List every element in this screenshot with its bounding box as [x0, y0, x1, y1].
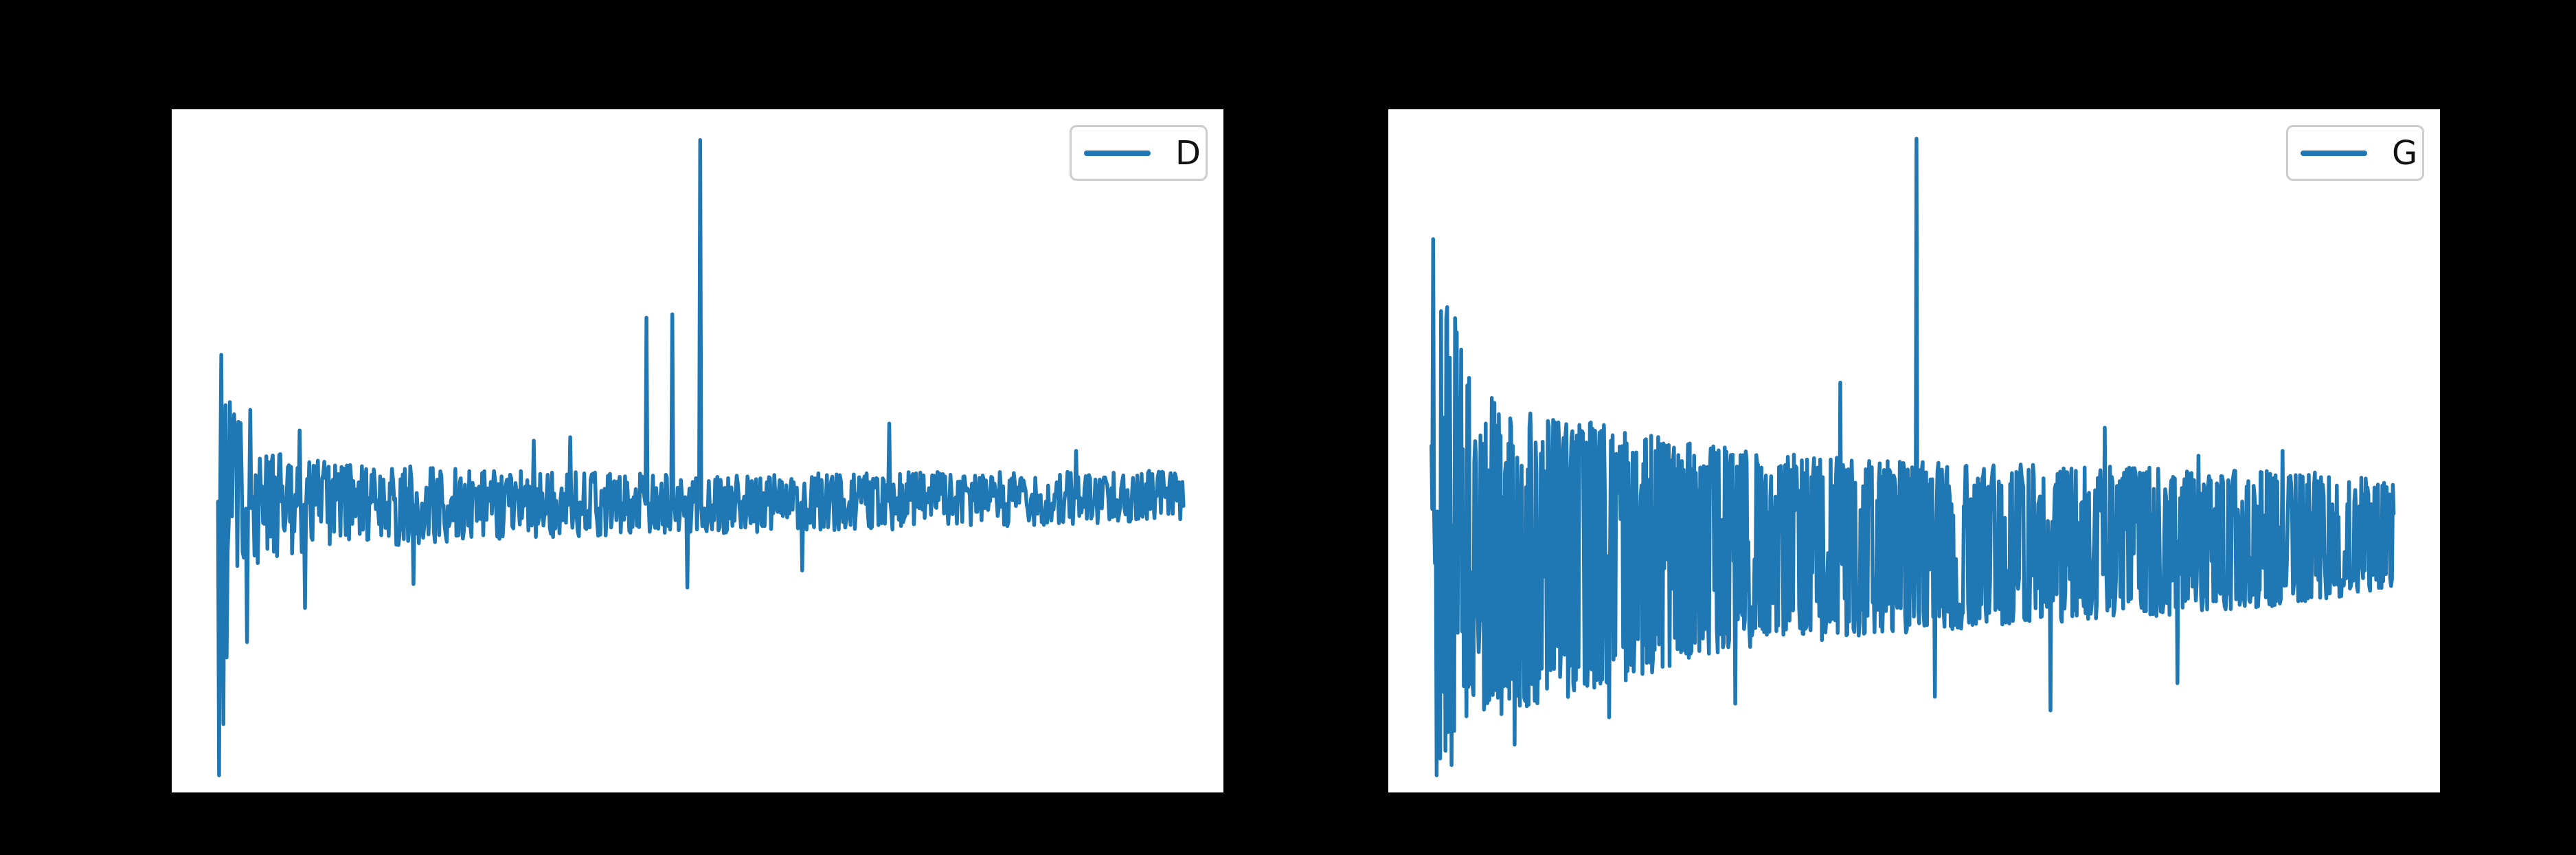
legend-line-sample-icon	[2301, 150, 2367, 156]
chart-g-axes: G	[1388, 109, 2440, 792]
loss-curve-g	[1430, 136, 2396, 777]
legend-line-sample-icon	[1084, 150, 1151, 156]
loss-curve-g-svg	[1430, 136, 2396, 777]
loss-curve-d	[216, 137, 1186, 777]
legend-box-g: G	[2286, 125, 2424, 181]
legend-box-d: D	[1070, 125, 1208, 181]
legend-label-g: G	[2392, 133, 2418, 173]
legend-label-d: D	[1175, 133, 1201, 173]
chart-d-axes: D	[172, 109, 1223, 792]
loss-curve-d-svg	[216, 137, 1186, 777]
